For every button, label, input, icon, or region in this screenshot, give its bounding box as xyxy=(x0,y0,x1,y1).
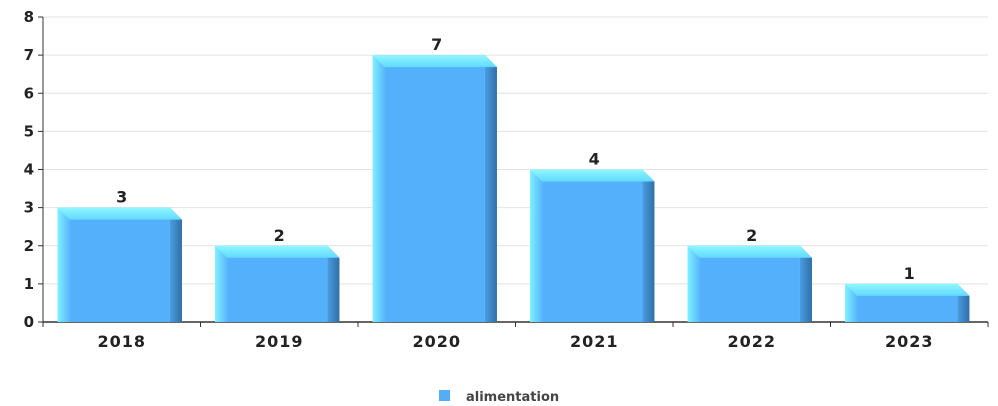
bar-top xyxy=(215,245,340,258)
bar-top xyxy=(687,245,812,258)
bar xyxy=(215,245,340,322)
y-tick-label: 6 xyxy=(24,84,34,102)
grid xyxy=(43,16,988,285)
bar-face xyxy=(57,207,170,322)
bar-face xyxy=(530,169,643,322)
bar-face xyxy=(215,245,328,322)
data-label: 7 xyxy=(431,35,442,54)
x-tick-label: 2023 xyxy=(885,332,934,351)
data-label: 2 xyxy=(274,226,285,245)
y-tick-label: 7 xyxy=(24,46,34,64)
data-label: 3 xyxy=(116,188,127,207)
legend-item: alimentation xyxy=(439,390,559,405)
y-tick-label: 3 xyxy=(24,199,34,217)
bar xyxy=(845,283,970,322)
bars xyxy=(57,55,970,322)
data-label: 1 xyxy=(904,264,915,283)
y-tick-label: 8 xyxy=(24,8,34,26)
y-tick-label: 5 xyxy=(24,122,34,140)
x-tick-label: 2020 xyxy=(412,332,461,351)
x-tick-label: 2019 xyxy=(255,332,304,351)
y-tick-label: 4 xyxy=(24,161,34,179)
data-label: 2 xyxy=(746,226,757,245)
bar-face xyxy=(687,245,800,322)
bar-side xyxy=(799,245,812,322)
y-tick-label: 2 xyxy=(24,237,34,255)
bar-top xyxy=(530,169,655,182)
axes xyxy=(38,16,989,327)
bar-top xyxy=(57,207,182,220)
data-label: 4 xyxy=(589,150,600,169)
bar-top xyxy=(372,55,497,68)
y-tick-label: 0 xyxy=(24,313,34,331)
x-tick-label: 2018 xyxy=(97,332,146,351)
bar xyxy=(372,55,497,322)
bar xyxy=(57,207,182,322)
bar-side xyxy=(484,55,497,322)
legend-swatch xyxy=(439,390,450,401)
bar xyxy=(687,245,812,322)
bar-side xyxy=(642,169,655,322)
bar xyxy=(530,169,655,322)
bar-side xyxy=(327,245,340,322)
x-tick-label: 2021 xyxy=(570,332,619,351)
bar-side xyxy=(169,207,182,322)
x-tick-label: 2022 xyxy=(727,332,776,351)
labels: 0 1 2 3 4 5 6 7 8 3 2018 2 2019 7 2020 4 2021 2 2022 1 2023 xyxy=(24,8,934,351)
legend-label: alimentation xyxy=(466,390,559,405)
y-tick-label: 1 xyxy=(24,275,34,293)
bar-face xyxy=(372,55,485,322)
bar-top xyxy=(845,283,970,296)
legend: alimentation xyxy=(439,390,559,405)
